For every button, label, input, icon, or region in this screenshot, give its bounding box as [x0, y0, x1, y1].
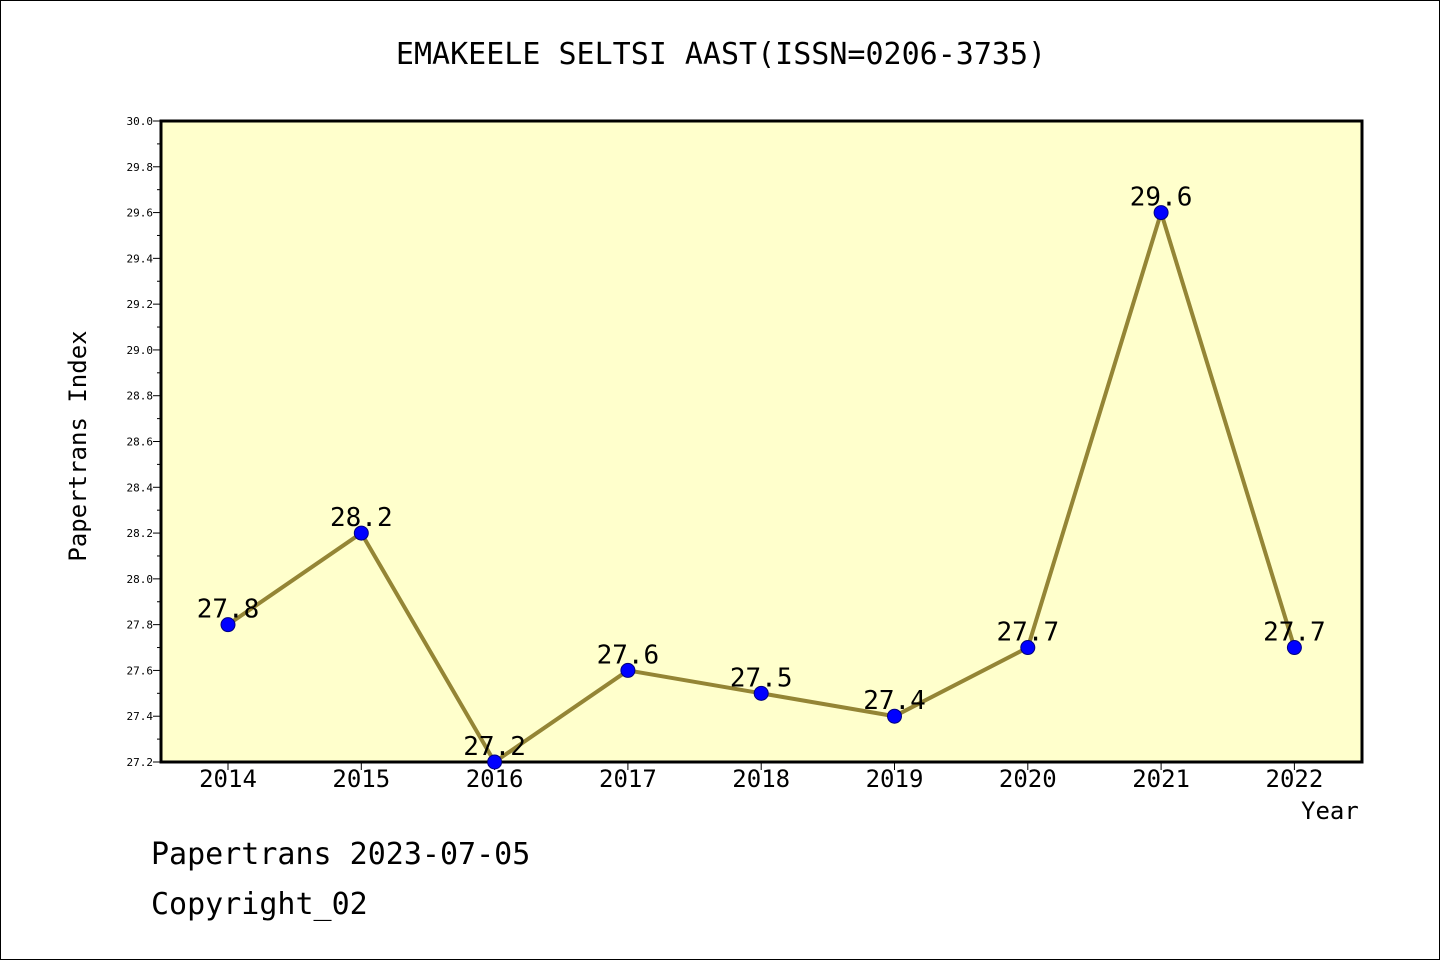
y-tick-label: 29.2 [127, 298, 154, 311]
data-label: 27.2 [463, 732, 526, 762]
y-tick-label: 29.6 [127, 207, 154, 220]
data-point [487, 754, 503, 770]
y-tick-label: 28.2 [127, 527, 154, 540]
y-tick-label: 27.8 [127, 619, 154, 632]
data-point [1020, 640, 1036, 656]
y-tick-label: 28.4 [127, 481, 154, 494]
y-tick-label: 28.0 [127, 573, 154, 586]
x-tick-label: 2021 [1132, 765, 1190, 793]
data-label: 28.2 [330, 503, 393, 533]
y-tick-label: 29.4 [127, 252, 154, 265]
x-tick-label: 2015 [332, 765, 390, 793]
data-point [620, 662, 636, 678]
x-tick-label: 2020 [999, 765, 1057, 793]
y-tick-label: 30.0 [127, 115, 154, 128]
data-label: 27.7 [1263, 618, 1326, 648]
data-point [887, 708, 902, 724]
data-label: 27.5 [730, 663, 793, 693]
y-tick-label: 27.4 [127, 710, 154, 723]
data-point [1286, 640, 1302, 656]
data-label: 27.4 [863, 686, 926, 716]
y-tick-label: 29.0 [127, 344, 154, 357]
x-tick-label: 2017 [599, 765, 657, 793]
x-axis-label: Year [1301, 797, 1359, 825]
data-label: 29.6 [1130, 183, 1193, 213]
y-tick-label: 28.6 [127, 436, 154, 449]
footer-date: Papertrans 2023-07-05 [151, 837, 531, 872]
data-label: 27.6 [597, 640, 660, 670]
data-point [1153, 205, 1169, 221]
y-tick-label: 28.8 [127, 390, 154, 403]
plot-area [159, 119, 1364, 764]
x-tick-label: 2014 [199, 765, 257, 793]
x-tick-label: 2019 [866, 765, 924, 793]
x-tick-label: 2016 [466, 765, 524, 793]
x-tick-label: 2022 [1266, 765, 1324, 793]
footer-copyright: Copyright_02 [151, 887, 368, 922]
y-tick-label: 27.2 [127, 756, 154, 769]
data-point [353, 525, 369, 541]
data-label: 27.8 [197, 595, 260, 625]
y-tick-label: 27.6 [127, 664, 154, 677]
x-tick-label: 2018 [732, 765, 790, 793]
data-point [753, 685, 769, 701]
chart-title: EMAKEELE SELTSI AAST(ISSN=0206-3735) [395, 37, 1047, 72]
y-tick-label: 29.8 [127, 161, 154, 174]
data-point [220, 617, 236, 633]
data-label: 27.7 [996, 618, 1059, 648]
